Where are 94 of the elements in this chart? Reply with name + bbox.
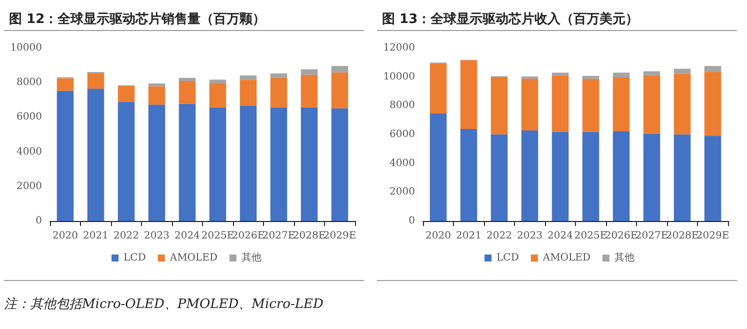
bar bbox=[331, 108, 348, 221]
bar bbox=[270, 78, 288, 108]
bar bbox=[118, 86, 135, 102]
x-tick-label: 2021 bbox=[83, 230, 108, 242]
legend-label: 其他 bbox=[614, 252, 634, 264]
y-tick-label: 12000 bbox=[383, 42, 415, 54]
bar bbox=[178, 104, 196, 221]
bar bbox=[704, 66, 722, 72]
x-tick-label: 2025E bbox=[574, 230, 608, 242]
bar bbox=[643, 75, 660, 134]
bar bbox=[460, 129, 478, 221]
bar bbox=[270, 107, 288, 221]
y-tick-label: 8000 bbox=[16, 77, 42, 88]
text: 注：其他包括Micro-OLED、PMOLED、Micro-LED bbox=[4, 297, 324, 312]
legend-label: AMOLED bbox=[168, 252, 218, 264]
y-tick-label: 10000 bbox=[10, 42, 42, 54]
bar bbox=[612, 78, 630, 132]
bar bbox=[300, 107, 318, 221]
bar bbox=[552, 132, 569, 221]
y-tick-label: 6000 bbox=[16, 112, 42, 123]
bar bbox=[209, 107, 226, 221]
x-tick-label: 2026E bbox=[232, 230, 265, 242]
bar bbox=[582, 132, 600, 221]
bar bbox=[674, 134, 691, 221]
bar bbox=[552, 72, 569, 76]
x-tick-label: 2027E bbox=[262, 230, 296, 242]
bar bbox=[643, 71, 660, 76]
bar bbox=[490, 76, 508, 134]
bar bbox=[240, 76, 257, 80]
legend-label: AMOLED bbox=[542, 252, 590, 264]
bar bbox=[56, 90, 74, 221]
x-tick-label: 2020 bbox=[426, 230, 451, 242]
x-tick-label: 2027E bbox=[635, 230, 668, 242]
bar bbox=[674, 68, 691, 74]
bar bbox=[148, 104, 166, 221]
x-tick-label: 2022 bbox=[486, 230, 512, 242]
legend-label: LCD bbox=[124, 252, 146, 264]
y-tick-label: 4000 bbox=[16, 146, 42, 158]
chart-title: 图 12：全球显示驱动芯片销售量（百万颗） bbox=[9, 11, 266, 27]
bar bbox=[56, 78, 74, 91]
bar bbox=[331, 66, 348, 72]
bar bbox=[430, 63, 447, 114]
bar bbox=[612, 131, 630, 221]
bar bbox=[209, 80, 226, 84]
bar bbox=[87, 73, 104, 89]
legend-label: 其他 bbox=[241, 252, 262, 264]
bar bbox=[270, 73, 288, 78]
y-tick-label: 0 bbox=[408, 216, 415, 226]
x-tick-label: 2026E bbox=[604, 230, 638, 242]
bar bbox=[178, 78, 196, 82]
bar bbox=[460, 60, 478, 130]
y-tick-label: 8000 bbox=[390, 100, 415, 112]
x-tick-label: 2029E bbox=[696, 230, 730, 242]
x-tick-label: 2028E bbox=[292, 230, 326, 242]
bar bbox=[582, 76, 600, 79]
x-tick-label: 2023 bbox=[144, 230, 170, 242]
y-tick-label: 6000 bbox=[390, 129, 415, 140]
x-tick-label: 2025E bbox=[201, 230, 234, 242]
bar bbox=[87, 88, 104, 221]
bar bbox=[300, 74, 318, 108]
bar bbox=[209, 83, 226, 108]
x-tick-label: 2029E bbox=[323, 230, 356, 242]
bar bbox=[674, 74, 691, 134]
x-tick-label: 2022 bbox=[114, 230, 139, 242]
x-tick-label: 2024 bbox=[548, 230, 573, 242]
x-tick-label: 2020 bbox=[52, 230, 78, 242]
bar bbox=[300, 69, 318, 75]
bar bbox=[240, 80, 257, 106]
bar bbox=[521, 78, 538, 130]
x-tick-label: 2024 bbox=[174, 230, 200, 242]
y-tick-label: 0 bbox=[36, 216, 42, 226]
x-tick-label: 2028E bbox=[666, 230, 699, 242]
bar bbox=[704, 72, 722, 136]
bar bbox=[178, 81, 196, 104]
bar bbox=[331, 72, 348, 108]
bar bbox=[118, 102, 135, 221]
legend-label: LCD bbox=[496, 252, 519, 264]
x-tick-label: 2023 bbox=[517, 230, 542, 242]
chart-title: 图 13：全球显示驱动芯片收入（百万美元） bbox=[382, 11, 639, 27]
bar bbox=[521, 130, 538, 221]
bar bbox=[430, 113, 447, 221]
bar bbox=[704, 136, 722, 221]
y-tick-label: 10000 bbox=[383, 71, 415, 82]
y-tick-label: 2000 bbox=[390, 186, 415, 198]
y-tick-label: 2000 bbox=[16, 180, 42, 192]
y-tick-label: 4000 bbox=[390, 158, 415, 169]
bar bbox=[552, 75, 569, 132]
bar bbox=[240, 106, 257, 221]
bar bbox=[612, 72, 630, 78]
x-tick-label: 2021 bbox=[456, 230, 482, 242]
bar bbox=[643, 134, 660, 221]
bar bbox=[148, 86, 166, 105]
bar bbox=[490, 134, 508, 221]
bar bbox=[582, 78, 600, 132]
